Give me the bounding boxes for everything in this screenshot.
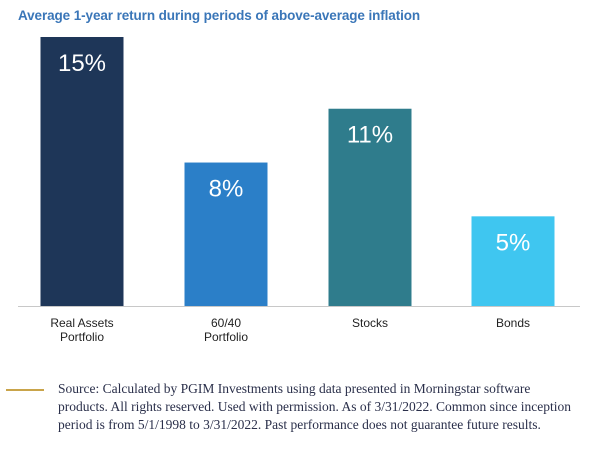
category-label-2-0: Stocks [352,316,388,330]
bar-2 [328,108,412,306]
category-label-1-1: Portfolio [204,330,248,344]
category-labels-group: Real AssetsPortfolio60/40PortfolioStocks… [50,316,530,344]
category-label-3-0: Bonds [496,316,530,330]
source-note: Source: Calculated by PGIM Investments u… [58,381,571,432]
bar-value-label-3: 5% [496,229,531,256]
bar-value-label-2: 11% [347,122,393,149]
bar-value-label-0: 15% [58,50,106,77]
bar-chart: 15%8%11%5% Real AssetsPortfolio60/40Port… [18,37,580,344]
bar-1 [184,162,268,306]
bar-0 [40,37,124,306]
bar-3 [471,216,555,306]
bar-value-label-1: 8% [209,176,244,203]
category-label-1-0: 60/40 [211,316,241,330]
source-divider [6,389,44,391]
category-label-0-0: Real Assets [50,316,113,330]
bars-group [40,37,555,306]
value-labels-group: 15% 8% 11% 5% [58,50,530,256]
chart-title: Average 1-year return during periods of … [18,8,421,23]
category-label-0-1: Portfolio [60,330,104,344]
